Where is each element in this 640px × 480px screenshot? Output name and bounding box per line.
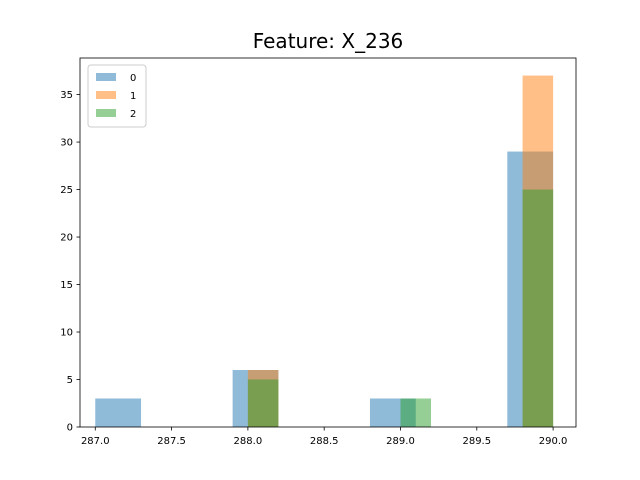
chart-title: Feature: X_236	[253, 29, 404, 53]
y-tick-label: 5	[67, 375, 73, 386]
legend-label-2: 2	[130, 109, 136, 120]
x-tick-label: 289.0	[386, 436, 415, 447]
legend-swatch-2	[96, 109, 116, 117]
x-tick-label: 288.5	[310, 436, 339, 447]
y-tick-label: 20	[60, 233, 73, 244]
x-tick-label: 287.0	[81, 436, 110, 447]
legend-swatch-1	[96, 91, 116, 99]
bar-series-0-0	[95, 398, 142, 427]
y-tick-label: 10	[60, 328, 73, 339]
bar-series-2-1	[400, 398, 432, 427]
legend-label-0: 0	[130, 73, 136, 84]
axes-layer: 287.0 287.5 288.0 288.5 289.0 289.5 290.005101…	[60, 57, 577, 447]
x-tick-label: 288.0	[234, 436, 263, 447]
y-tick-label: 35	[60, 90, 73, 101]
y-tick-label: 15	[60, 280, 73, 291]
legend-label-1: 1	[130, 91, 136, 102]
x-tick-label: 289.5	[462, 436, 491, 447]
x-tick-label: 287.5	[157, 436, 186, 447]
legend: 0 1 2	[87, 64, 147, 128]
bars-layer	[95, 75, 554, 428]
plot-frame	[79, 57, 577, 428]
legend-swatch-0	[96, 73, 116, 81]
y-tick-label: 25	[60, 185, 73, 196]
x-tick-label: 290.0	[539, 436, 568, 447]
bar-series-2-0	[247, 379, 279, 427]
bar-series-2-2	[522, 189, 554, 427]
y-tick-label: 30	[60, 138, 73, 149]
y-tick-label: 0	[67, 423, 73, 434]
